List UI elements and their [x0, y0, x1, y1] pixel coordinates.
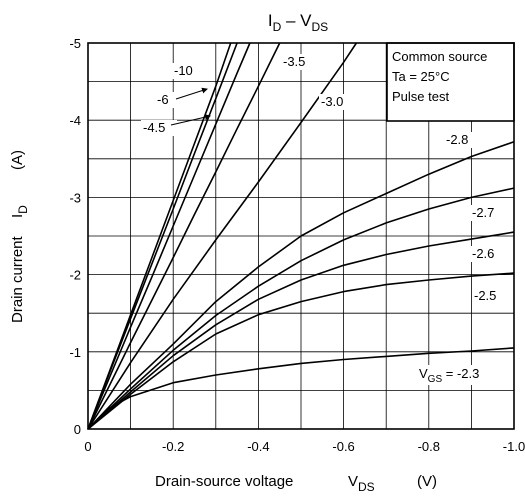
curve-label: -10 [174, 63, 193, 78]
series-line-vgs-m2.7 [87, 187, 515, 430]
y-tick-label: -1 [69, 345, 81, 360]
x-axis-label-text: Drain-source voltage [155, 473, 293, 490]
curve-label: VGS = -2.3 [419, 366, 479, 385]
x-axis-unit: (V) [417, 473, 437, 490]
title-sub1: D [273, 20, 282, 34]
chart-title: ID – VDS [268, 11, 328, 34]
tick-labels: 0 -0.2 -0.4 -0.6 -0.8 -1.0 0 -1 -2 -3 -4 -5 [69, 36, 525, 454]
curve-label-bg [470, 246, 506, 262]
title-base: I [268, 11, 273, 30]
curve-label-symbol: V [419, 366, 428, 381]
condition-line-3: Pulse test [392, 89, 449, 104]
y-axis-symbol-base: I [9, 214, 26, 218]
x-tick-label: -1.0 [503, 439, 525, 454]
title-mid: – V [281, 11, 312, 30]
curve-label: -2.8 [446, 132, 468, 147]
curve-label: -2.7 [472, 205, 494, 220]
curve-label-value: = -2.3 [442, 366, 479, 381]
y-axis-symbol-sub: D [16, 205, 30, 214]
curve-label-bg [141, 120, 177, 136]
curve-label: -6 [157, 92, 169, 107]
title-sub2: DS [311, 20, 328, 34]
x-tick-label: -0.2 [162, 439, 184, 454]
series-line-vgs-m2.6 [87, 231, 515, 430]
curve-label-bg [472, 288, 508, 304]
x-axis-label: Drain-source voltage [155, 473, 293, 490]
curve-label-bg [155, 92, 175, 108]
x-tick-label: -0.4 [247, 439, 269, 454]
y-tick-label: -4 [69, 113, 81, 128]
y-axis-label: Drain current [9, 235, 26, 323]
y-tick-label: -2 [69, 268, 81, 283]
curve-label-bg [444, 132, 480, 148]
conditions-box-frame [386, 42, 515, 122]
condition-line-2: Ta = 25°C [392, 69, 450, 84]
y-axis-unit: (A) [9, 150, 26, 170]
curve-label-bg [416, 365, 506, 385]
plot-frame [87, 42, 515, 430]
curve-label-bg [470, 205, 506, 221]
x-tick-label: 0 [84, 439, 91, 454]
leader-arrow-vgs-m6 [175, 87, 208, 100]
curve-label-bg [172, 63, 200, 79]
series-line-vgs-m3.0 [87, 42, 358, 430]
curve-label: -3.0 [321, 94, 343, 109]
curve-label-bg [281, 54, 317, 70]
x-tick-label: -0.8 [418, 439, 440, 454]
y-tick-label: -3 [69, 190, 81, 205]
curve-label-bg [319, 94, 355, 110]
curve-label-sub: GS [428, 374, 443, 385]
series-line-vgs-m3.5 [87, 42, 281, 430]
leader-arrow-vgs-m4-5 [170, 114, 211, 126]
x-axis-symbol-base: V [348, 473, 358, 490]
curve-label: -4.5 [143, 120, 165, 135]
series-line-vgs-m2.3 [87, 347, 515, 430]
series-line-vgs-m6 [87, 42, 232, 430]
x-axis-symbol-sub: DS [358, 480, 375, 494]
series-line-vgs-m2.8 [87, 141, 515, 430]
curve-label: -3.5 [283, 54, 305, 69]
y-tick-label: 0 [74, 422, 81, 437]
curve-label: -2.6 [472, 246, 494, 261]
series-line-vgs-m2.5 [87, 272, 515, 430]
y-axis-label-text: Drain current [9, 235, 26, 323]
x-axis-symbol: VDS [348, 473, 375, 494]
y-tick-label: -5 [69, 36, 81, 51]
conditions-box: Common source Ta = 25°C Pulse test [386, 42, 515, 122]
curve-labels: -10 -6 -4.5 -3.5 -3.0 -2.8 -2.7 -2.6 -2.5 VGS = -… [141, 54, 508, 385]
y-axis-label-group: Drain current ID (A) [9, 150, 30, 323]
x-tick-label: -0.6 [332, 439, 354, 454]
condition-line-1: Common source [392, 49, 487, 64]
curve-label: -2.5 [474, 288, 496, 303]
y-axis-symbol: ID [9, 205, 30, 218]
curves [87, 42, 515, 430]
series-line-vgs-m4.5 [87, 42, 251, 430]
